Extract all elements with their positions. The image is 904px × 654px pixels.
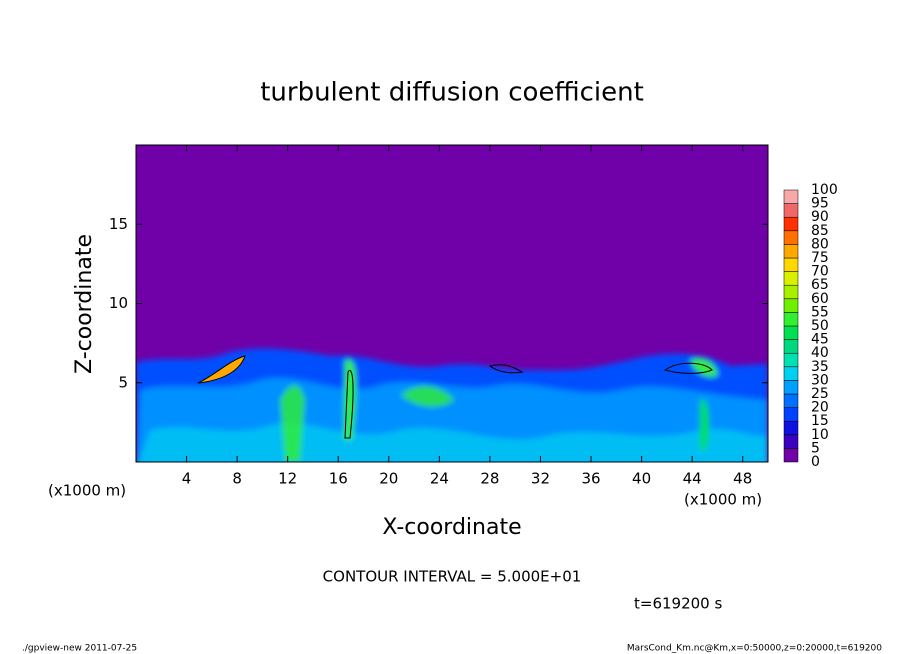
x-tick-label: 44 (683, 470, 702, 488)
colorbar-label: 20 (811, 400, 829, 416)
x-unit-label: (x1000 m) (684, 491, 762, 509)
x-tick-label: 40 (632, 470, 651, 488)
x-tick-label: 8 (232, 470, 242, 488)
x-axis-label: X-coordinate (382, 515, 521, 540)
colorbar-label: 95 (811, 196, 829, 212)
y-tick-label: 15 (109, 215, 128, 233)
colorbar-band (783, 407, 799, 422)
contour-interval: CONTOUR INTERVAL = 5.000E+01 (323, 568, 582, 586)
colorbar-band (783, 434, 799, 449)
colorbar-band (783, 189, 799, 204)
field (136, 348, 768, 462)
colorbar-band (783, 352, 799, 368)
colorbar-band (783, 420, 799, 436)
colorbar-label: 100 (811, 182, 838, 198)
colorbar-label: 35 (811, 359, 829, 375)
x-unit-label: (x1000 m) (48, 482, 126, 500)
y-axis-label: Z-coordinate (72, 234, 97, 374)
colorbar-label: 30 (811, 372, 829, 388)
colorbar-band (783, 244, 799, 259)
colorbar-label: 40 (811, 345, 829, 361)
colorbar-label: 85 (811, 223, 829, 239)
colorbar-label: 75 (811, 250, 829, 266)
colorbar-label: 60 (811, 291, 829, 307)
footer-left: ./gpview-new 2011-07-25 (22, 644, 137, 654)
y-tick-label: 10 (109, 294, 128, 312)
colorbar-label: 90 (811, 209, 829, 225)
colorbar-label: 50 (811, 318, 829, 334)
x-tick-label: 24 (430, 470, 449, 488)
colorbar-band (783, 203, 799, 218)
x-tick-label: 16 (329, 470, 348, 488)
x-tick-label: 20 (379, 470, 398, 488)
colorbar-label: 70 (811, 264, 829, 280)
x-tick-label: 12 (278, 470, 297, 488)
colorbar-label: 45 (811, 332, 829, 348)
colorbar-label: 55 (811, 304, 829, 320)
colorbar-band (783, 216, 799, 232)
colorbar-band (783, 339, 799, 354)
y-tick-label: 5 (118, 373, 128, 391)
colorbar-label: 15 (811, 413, 829, 429)
colorbar-band (783, 284, 799, 300)
chart-title: turbulent diffusion coefficient (260, 78, 644, 108)
x-tick-label: 32 (531, 470, 550, 488)
colorbar-label: 80 (811, 236, 829, 252)
x-tick-label: 48 (733, 470, 752, 488)
colorbar-band (783, 257, 799, 272)
colorbar-band (783, 366, 799, 381)
x-tick-label: 36 (581, 470, 600, 488)
x-tick-label: 4 (182, 470, 192, 488)
colorbar-label: 10 (811, 427, 829, 443)
colorbar-band (783, 325, 799, 340)
colorbar-label: 25 (811, 386, 829, 402)
footer-right: MarsCond_Km.nc@Km,x=0:50000,z=0:20000,t=… (627, 644, 882, 654)
x-tick-label: 28 (480, 470, 499, 488)
colorbar-band (783, 380, 799, 395)
colorbar-band (783, 312, 799, 327)
colorbar-band (783, 298, 799, 313)
colorbar-band (783, 393, 799, 408)
colorbar-band (783, 271, 799, 286)
colorbar-label: 65 (811, 277, 829, 293)
time-label: t=619200 s (634, 595, 722, 613)
colorbar-label: 0 (811, 454, 820, 470)
colorbar-label: 5 (811, 440, 820, 456)
colorbar-band (783, 230, 799, 245)
colorbar-band (783, 448, 799, 463)
